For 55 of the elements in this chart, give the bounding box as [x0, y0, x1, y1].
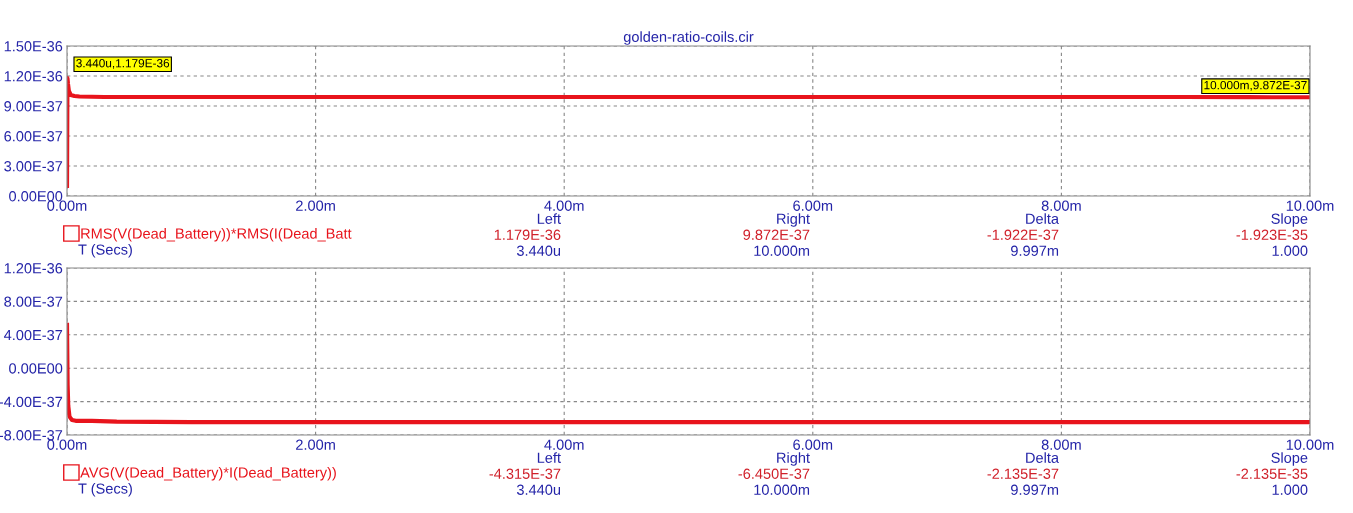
x-tick-label: 6.00m	[793, 439, 833, 450]
text: -2.135E-35	[1236, 468, 1308, 479]
x-tick-label: 10.00m	[1286, 200, 1334, 211]
text: 10.000m	[754, 245, 810, 256]
text: Left	[537, 452, 561, 463]
text: Left	[537, 213, 561, 224]
x-tick-label: 4.00m	[544, 439, 584, 450]
y-tick-label: 8.00E-37	[4, 296, 63, 307]
text: -2.135E-37	[987, 468, 1059, 479]
x-tick-label: 10.00m	[1286, 439, 1334, 450]
text: 1.000	[1272, 245, 1308, 256]
y-tick-label: 9.00E-37	[4, 101, 63, 112]
x-tick-label: 2.00m	[296, 200, 335, 211]
x-axis-title: T (Secs)	[78, 244, 132, 258]
y-tick-label: 0.00E00	[9, 363, 63, 374]
x-tick-label: 4.00m	[544, 200, 584, 211]
text: 10.000m	[754, 484, 810, 495]
y-tick-label: 4.00E-37	[3, 329, 63, 341]
text: 9.872E-37	[743, 229, 810, 240]
text: -6.450E-37	[738, 468, 810, 479]
y-tick-label: 1.20E-36	[4, 263, 63, 274]
x-tick-label: 0.00m	[47, 439, 87, 450]
text: 9.997m	[1011, 484, 1059, 495]
text: Delta	[1026, 452, 1059, 463]
text: 3.440u	[516, 245, 561, 256]
y-tick-label: 0.00E00	[9, 191, 63, 202]
x-tick-label: 0.00m	[47, 200, 87, 211]
y-tick-label: -4.00E-37	[0, 396, 63, 408]
text: 1.179E-36	[494, 229, 561, 240]
legend-label: AVG(V(Dead_Battery)*I(Dead_Battery))	[80, 467, 336, 481]
y-tick-label: 1.50E-36	[4, 41, 63, 52]
text: Right	[777, 452, 810, 466]
y-tick-label: -8.00E-37	[0, 430, 63, 441]
legend-label: RMS(V(Dead_Battery))*RMS(I(Dead_Batt	[81, 228, 352, 242]
y-tick-label: 1.20E-36	[4, 71, 63, 82]
x-tick-label: 2.00m	[296, 439, 335, 450]
text: -1.922E-37	[987, 229, 1059, 240]
y-tick-label: 6.00E-37	[4, 131, 63, 142]
text: Slope	[1271, 213, 1308, 227]
annotation: 10.000m,9.872E-37	[1204, 80, 1307, 91]
text: 1.000	[1272, 484, 1308, 495]
text: Slope	[1271, 452, 1308, 466]
x-tick-label: 6.00m	[793, 200, 833, 211]
text: 9.997m	[1011, 245, 1059, 256]
text: 3.440u	[516, 484, 561, 495]
annotation: 3.440u,1.179E-36	[76, 59, 170, 69]
chart-title: golden-ratio-coils.cir	[623, 31, 754, 45]
x-tick-label: 8.00m	[1041, 200, 1081, 211]
text: -4.315E-37	[489, 468, 561, 479]
text: Delta	[1026, 213, 1059, 224]
text: -1.923E-35	[1236, 229, 1308, 240]
y-tick-label: 3.00E-37	[4, 161, 63, 172]
x-axis-title: T (Secs)	[78, 483, 132, 497]
text: Right	[777, 213, 810, 227]
x-tick-label: 8.00m	[1041, 439, 1081, 450]
